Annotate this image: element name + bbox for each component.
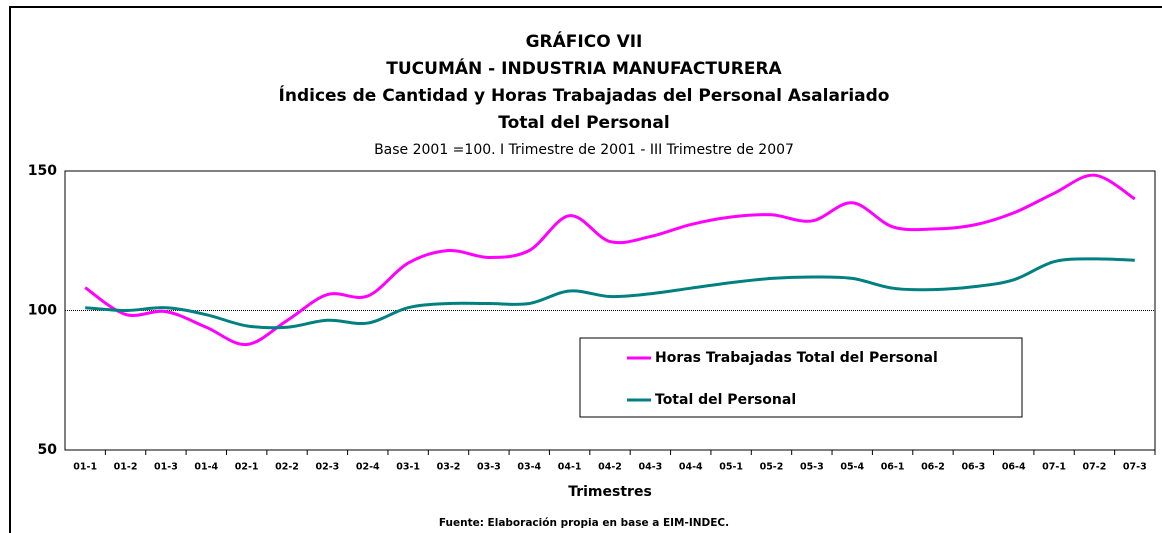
x-tick-label: 02-3 (316, 462, 340, 473)
subtitle: Base 2001 =100. I Trimestre de 2001 - II… (374, 142, 794, 158)
series-line (84, 173, 1136, 347)
x-tick-label: 06-3 (961, 462, 985, 473)
x-axis-title: Trimestres (568, 484, 652, 500)
series-line (85, 257, 1135, 330)
x-tick-label: 04-3 (638, 462, 662, 473)
x-tick-label: 01-2 (114, 462, 138, 473)
x-tick-label: 04-1 (558, 462, 582, 473)
x-tick-label: 01-1 (73, 462, 97, 473)
chart-title: Índices de Cantidad y Horas Trabajadas d… (279, 84, 890, 106)
legend-label: Horas Trabajadas Total del Personal (655, 350, 938, 366)
x-tick-label: 02-2 (275, 462, 299, 473)
x-tick-label: 05-4 (840, 462, 864, 473)
x-tick-label: 01-4 (194, 462, 218, 473)
x-tick-label: 05-1 (719, 462, 743, 473)
x-tick-label: 01-3 (154, 462, 178, 473)
x-tick-label: 05-3 (800, 462, 824, 473)
y-tick-label: 50 (38, 442, 58, 458)
legend-label: Total del Personal (655, 392, 796, 408)
frame (9, 6, 1162, 533)
y-tick-label: 150 (28, 163, 57, 179)
x-tick-label: 04-2 (598, 462, 622, 473)
legend (579, 337, 1023, 418)
x-tick-label: 03-3 (477, 462, 501, 473)
x-tick-label: 02-4 (356, 462, 380, 473)
x-tick-label: 03-4 (517, 462, 541, 473)
x-tick-label: 07-1 (1042, 462, 1066, 473)
chart-title: Total del Personal (498, 113, 669, 133)
x-tick-label: 06-4 (1002, 462, 1026, 473)
x-tick-label: 07-3 (1123, 462, 1147, 473)
x-tick-label: 06-1 (881, 462, 905, 473)
x-tick-label: 03-1 (396, 462, 420, 473)
source: Fuente: Elaboración propia en base a EIM… (439, 517, 729, 529)
x-tick-label: 03-2 (437, 462, 461, 473)
x-tick-label: 07-2 (1083, 462, 1107, 473)
x-tick-label: 02-1 (235, 462, 259, 473)
x-tick-label: 04-4 (679, 462, 703, 473)
x-tick-label: 06-2 (921, 462, 945, 473)
chart-title: GRÁFICO VII (526, 30, 643, 52)
x-tick-label: 05-2 (760, 462, 784, 473)
y-tick-label: 100 (28, 303, 57, 319)
chart-title: TUCUMÁN - INDUSTRIA MANUFACTURERA (386, 57, 782, 79)
